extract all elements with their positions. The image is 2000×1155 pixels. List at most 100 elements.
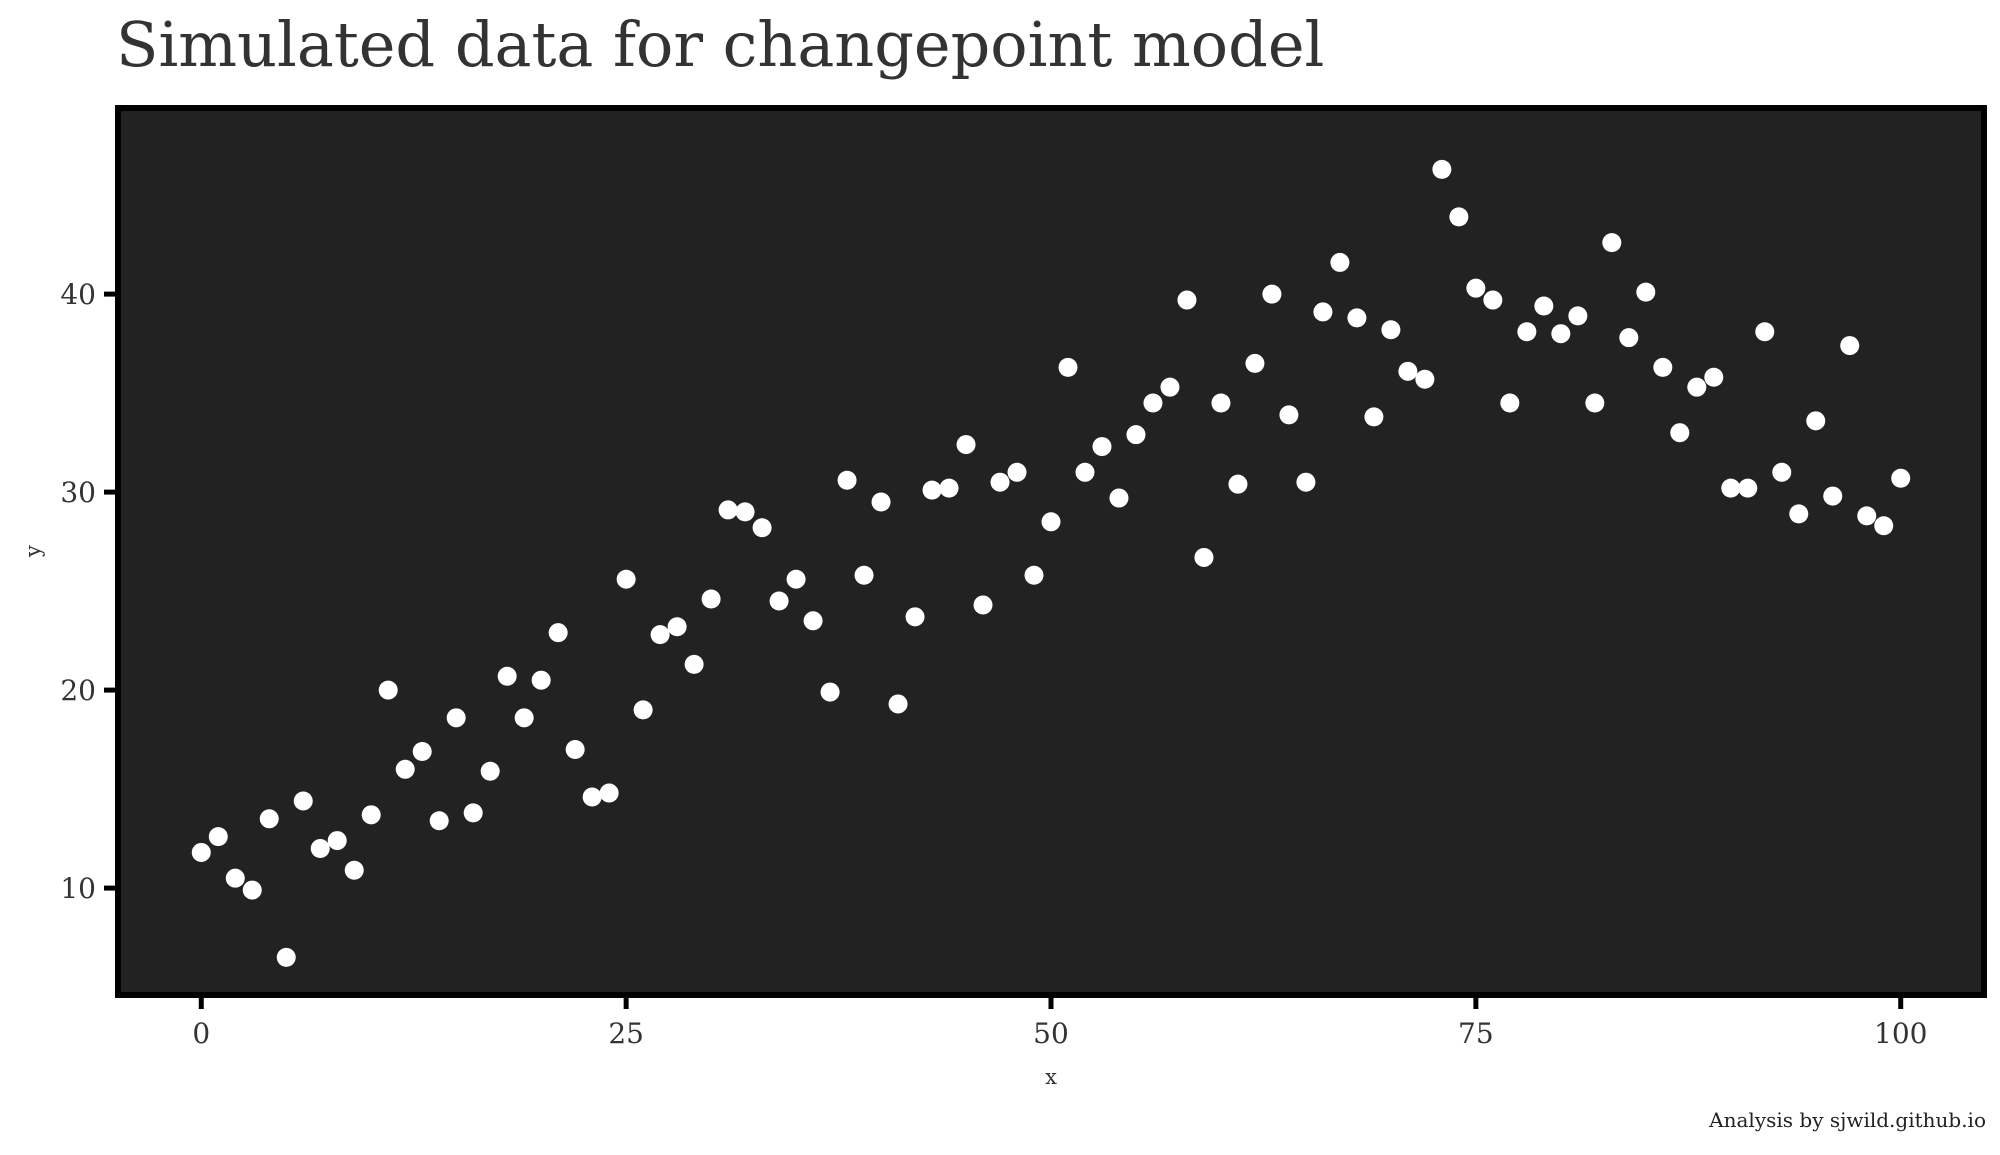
data-point: [922, 480, 942, 500]
data-point: [616, 569, 636, 589]
x-axis-title: x: [1045, 1065, 1057, 1089]
data-point: [1721, 478, 1741, 498]
data-point: [1466, 278, 1486, 298]
data-point: [1211, 393, 1231, 413]
data-point: [1874, 516, 1894, 536]
data-point: [837, 470, 857, 490]
x-axis: 0 25 50 75 100: [192, 998, 1927, 1050]
data-point: [1806, 411, 1826, 431]
data-point: [769, 591, 789, 611]
data-point: [514, 708, 534, 728]
data-point: [1313, 302, 1333, 322]
data-point: [1415, 369, 1435, 389]
data-point: [752, 518, 772, 538]
data-point: [854, 565, 874, 585]
x-tick-label: 75: [1458, 1017, 1494, 1050]
data-point: [1194, 547, 1214, 567]
data-point: [803, 611, 823, 631]
data-point: [1517, 322, 1537, 342]
chart-title: Simulated data for changepoint model: [116, 8, 1324, 81]
data-point: [599, 783, 619, 803]
data-point: [1585, 393, 1605, 413]
data-point: [667, 617, 687, 637]
data-point: [548, 623, 568, 643]
x-tick-label: 0: [192, 1017, 210, 1050]
data-point: [395, 759, 415, 779]
data-point: [225, 868, 245, 888]
data-point: [956, 435, 976, 455]
data-point: [1551, 324, 1571, 344]
y-axis: 10 20 30 40: [60, 278, 115, 905]
data-point: [1687, 377, 1707, 397]
x-tick-label: 50: [1033, 1017, 1069, 1050]
data-point: [1245, 353, 1265, 373]
data-point: [1432, 159, 1452, 179]
y-axis-title: y: [21, 545, 45, 558]
y-tick-label: 20: [60, 674, 96, 707]
data-point: [701, 589, 721, 609]
data-point: [259, 809, 279, 829]
data-point: [735, 502, 755, 522]
data-point: [208, 827, 228, 847]
data-point: [1568, 306, 1588, 326]
data-point: [1075, 462, 1095, 482]
data-point: [1772, 462, 1792, 482]
data-point: [684, 654, 704, 674]
data-point: [786, 569, 806, 589]
data-point: [718, 500, 738, 520]
data-point: [1840, 336, 1860, 356]
data-point: [429, 811, 449, 831]
data-point: [344, 860, 364, 880]
data-point: [327, 831, 347, 851]
chart-caption: Analysis by sjwild.github.io: [1708, 1108, 1986, 1132]
data-point: [446, 708, 466, 728]
x-tick-label: 100: [1874, 1017, 1927, 1050]
data-point: [1126, 425, 1146, 445]
data-point: [378, 680, 398, 700]
data-point: [1262, 284, 1282, 304]
data-point: [1619, 328, 1639, 348]
data-point: [990, 472, 1010, 492]
data-point: [276, 947, 296, 967]
data-point: [905, 607, 925, 627]
data-point: [1823, 486, 1843, 506]
data-point: [191, 842, 211, 862]
data-point: [1636, 282, 1656, 302]
data-point: [1228, 474, 1248, 494]
data-point: [1755, 322, 1775, 342]
data-point: [463, 803, 483, 823]
data-point: [293, 791, 313, 811]
data-point: [871, 492, 891, 512]
data-point: [242, 880, 262, 900]
data-point: [939, 478, 959, 498]
data-point: [480, 761, 500, 781]
data-point: [1296, 472, 1316, 492]
data-point: [633, 700, 653, 720]
x-tick-label: 25: [608, 1017, 644, 1050]
data-point: [1279, 405, 1299, 425]
data-point: [1007, 462, 1027, 482]
data-points: [191, 159, 1911, 967]
data-point: [1398, 361, 1418, 381]
data-point: [888, 694, 908, 714]
data-point: [1891, 468, 1911, 488]
data-point: [1857, 506, 1877, 526]
data-point: [1143, 393, 1163, 413]
data-point: [1058, 357, 1078, 377]
y-tick-label: 10: [60, 872, 96, 905]
data-point: [412, 741, 432, 761]
data-point: [310, 838, 330, 858]
data-point: [1041, 512, 1061, 532]
data-point: [1381, 320, 1401, 340]
data-point: [820, 682, 840, 702]
data-point: [1347, 308, 1367, 328]
data-point: [973, 595, 993, 615]
data-point: [1364, 407, 1384, 427]
data-point: [1602, 233, 1622, 253]
data-point: [1109, 488, 1129, 508]
data-point: [531, 670, 551, 690]
data-point: [1092, 437, 1112, 457]
data-point: [1177, 290, 1197, 310]
data-point: [1160, 377, 1180, 397]
